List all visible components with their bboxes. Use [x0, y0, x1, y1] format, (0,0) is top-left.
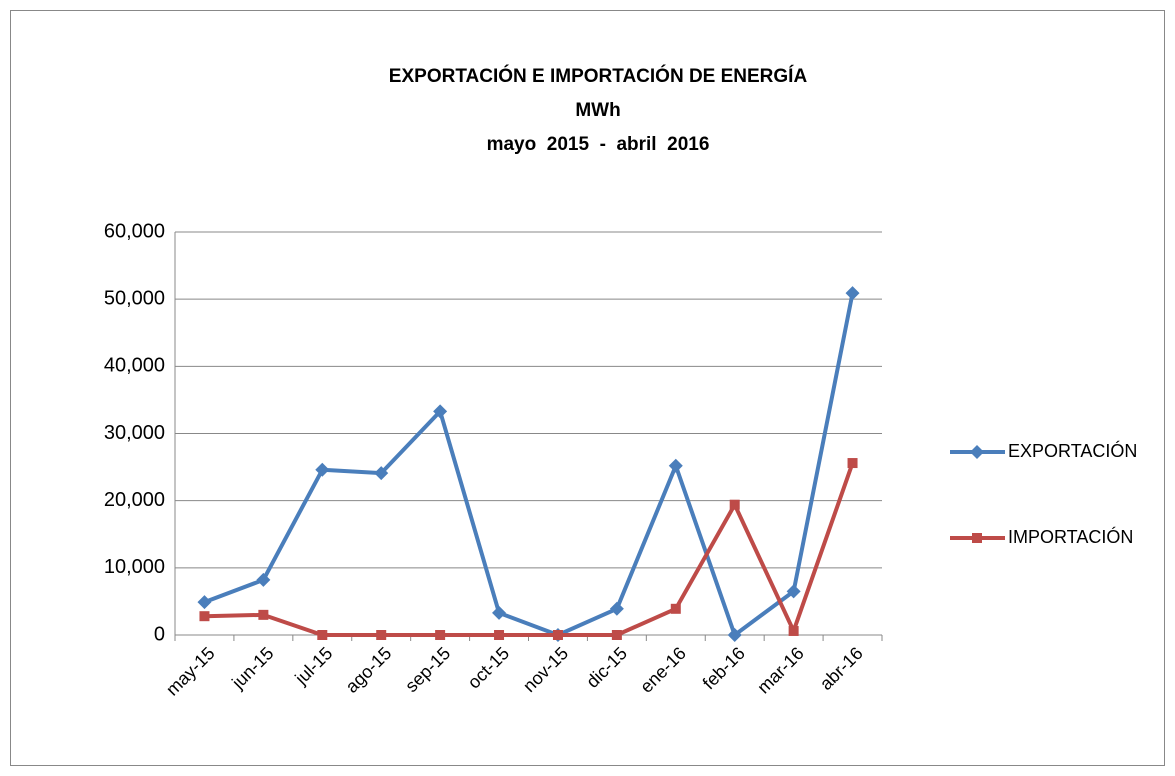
series-line: [204, 462, 855, 637]
data-point: [435, 630, 446, 640]
data-point: [786, 584, 801, 599]
y-tick-label: 60,000: [104, 220, 165, 242]
legend-marker: [972, 533, 982, 543]
legend-label: IMPORTACIÓN: [1008, 526, 1133, 547]
data-point: [788, 625, 799, 636]
data-point: [315, 462, 330, 477]
y-tick-label: 40,000: [104, 355, 165, 377]
data-point: [727, 628, 742, 642]
data-point: [847, 458, 858, 469]
data-point: [611, 630, 622, 640]
data-point: [197, 595, 212, 610]
data-point: [670, 603, 681, 614]
data-point: [494, 630, 505, 640]
data-point: [668, 458, 683, 473]
y-tick-label: 50,000: [104, 287, 165, 309]
data-point: [845, 286, 860, 301]
data-point: [317, 630, 328, 640]
data-point: [256, 572, 271, 587]
chart-title: EXPORTACIÓN E IMPORTACIÓN DE ENERGÍA: [389, 65, 808, 87]
data-point: [199, 611, 210, 622]
chart-border: [10, 10, 1165, 766]
legend-marker: [970, 445, 984, 459]
data-point: [258, 609, 269, 620]
y-tick-label: 0: [154, 623, 165, 645]
chart-subtitle: MWh: [575, 100, 620, 121]
y-tick-label: 10,000: [104, 556, 165, 578]
data-point: [609, 601, 624, 616]
data-point: [376, 630, 387, 640]
data-point: [433, 404, 448, 419]
data-point: [729, 499, 740, 510]
y-tick-label: 30,000: [104, 422, 165, 444]
data-point: [374, 466, 389, 481]
data-point: [552, 630, 563, 640]
chart-subtitle: mayo 2015 - abril 2016: [487, 134, 710, 155]
legend-label: EXPORTACIÓN: [1008, 440, 1137, 461]
series-line: [203, 292, 855, 637]
data-point: [492, 605, 507, 620]
y-tick-label: 20,000: [104, 489, 165, 511]
